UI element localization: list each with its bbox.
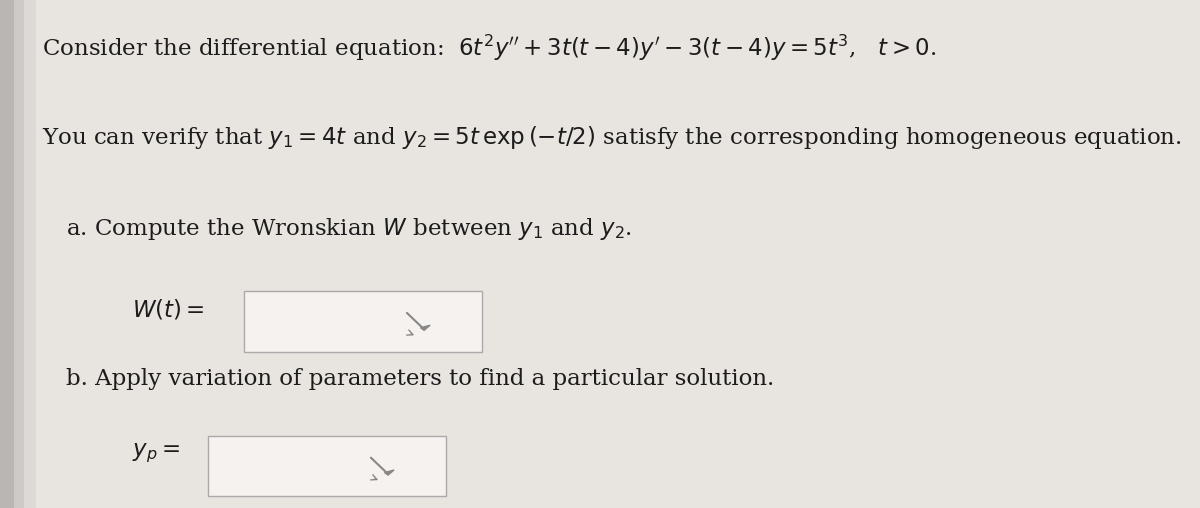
Polygon shape — [384, 470, 394, 475]
Text: $y_p = $: $y_p = $ — [132, 442, 180, 465]
Text: b. Apply variation of parameters to find a particular solution.: b. Apply variation of parameters to find… — [66, 368, 774, 390]
Polygon shape — [420, 325, 430, 330]
Text: You can verify that $y_1 = 4t$ and $y_2 = 5t\,\mathrm{exp}\,(-t/2)$ satisfy the : You can verify that $y_1 = 4t$ and $y_2 … — [42, 124, 1182, 151]
Text: Consider the differential equation:  $6t^2y'' + 3t(t-4)y' - 3(t-4)y = 5t^3$,   $: Consider the differential equation: $6t^… — [42, 33, 937, 63]
FancyBboxPatch shape — [208, 436, 446, 496]
Text: $W(t) = $: $W(t) = $ — [132, 297, 205, 321]
FancyBboxPatch shape — [244, 291, 482, 352]
Bar — [0, 0, 14, 508]
Bar — [24, 0, 36, 508]
Bar — [14, 0, 24, 508]
Text: a. Compute the Wronskian $W$ between $y_1$ and $y_2$.: a. Compute the Wronskian $W$ between $y_… — [66, 216, 632, 242]
